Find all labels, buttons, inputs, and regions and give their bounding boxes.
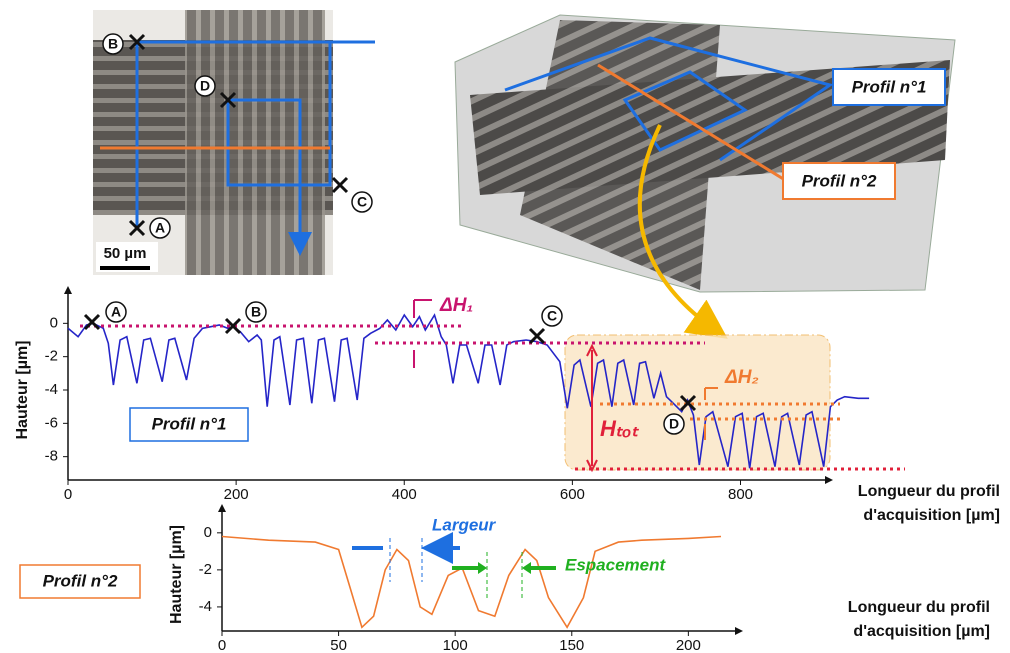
y-tick-label: -6 xyxy=(45,414,58,431)
point-cross xyxy=(528,327,546,345)
point-circle xyxy=(663,413,685,435)
render-profile2-label: Profil n°2 xyxy=(802,171,877,190)
point-cross xyxy=(224,317,242,335)
point-circle xyxy=(351,191,373,213)
render-3d: Profil n°1 Profil n°2 xyxy=(454,14,956,339)
x-tick-label: 800 xyxy=(728,486,753,503)
x-axis-title: Longueur du profil xyxy=(858,483,1000,500)
x-axis-title: d'acquisition [µm] xyxy=(863,507,1000,524)
point-letter: D xyxy=(200,78,210,94)
profile-line xyxy=(67,313,870,469)
point-cross xyxy=(128,219,146,237)
spacing-guides xyxy=(486,552,523,600)
spacing-label: Espacement xyxy=(565,555,666,574)
axis-arrow xyxy=(735,627,743,635)
scale-bar-label: 50 µm xyxy=(104,245,147,262)
x-tick-label: 200 xyxy=(224,486,249,503)
axis-arrow xyxy=(64,286,72,294)
y-tick-label: -4 xyxy=(45,381,58,398)
x-axis-title: Longueur du profil xyxy=(848,599,990,616)
x-tick-label: 150 xyxy=(559,637,584,653)
micrograph: 50 µm xyxy=(93,10,375,275)
profile-line xyxy=(221,535,722,629)
point-cross xyxy=(219,91,237,109)
point-letter: D xyxy=(669,416,679,432)
y-axis-title: Hauteur [µm] xyxy=(168,525,185,624)
y-tick-label: 0 xyxy=(204,524,212,541)
x-tick-label: 0 xyxy=(218,637,226,653)
x-tick-label: 200 xyxy=(676,637,701,653)
point-cross xyxy=(331,176,349,194)
point-letter: B xyxy=(251,304,261,320)
profile-label-box xyxy=(19,564,141,599)
htot-arrow xyxy=(586,343,598,473)
point-letter: C xyxy=(547,308,557,324)
profile-label: Profil n°2 xyxy=(43,571,118,590)
x-tick-label: 0 xyxy=(64,486,72,503)
y-tick-label: -2 xyxy=(45,348,58,365)
axis-arrow xyxy=(825,476,833,484)
dh2-marker xyxy=(704,387,718,440)
y-axis-title: Hauteur [µm] xyxy=(14,341,31,440)
highlight-box xyxy=(564,334,831,471)
render-profile1-label: Profil n°1 xyxy=(852,77,927,96)
y-tick-label: -8 xyxy=(45,448,58,465)
profile-label: Profil n°1 xyxy=(152,414,227,433)
x-tick-label: 100 xyxy=(443,637,468,653)
point-circle xyxy=(245,301,267,323)
profile-label-box xyxy=(129,407,249,442)
point-circle xyxy=(541,305,563,327)
point-circle xyxy=(149,217,171,239)
spacing-heads xyxy=(478,562,531,574)
point-cross xyxy=(128,33,146,51)
point-letter: B xyxy=(108,36,118,52)
dh1-marker xyxy=(413,299,432,368)
point-circle xyxy=(194,75,216,97)
point-letter: A xyxy=(111,304,121,320)
point-letter: C xyxy=(357,194,367,210)
delta-h1: ΔH₁ xyxy=(439,295,473,316)
width-guides xyxy=(389,538,423,582)
point-circle xyxy=(105,301,127,323)
point-letter: A xyxy=(155,220,165,236)
point-cross xyxy=(679,394,697,412)
width-label: Largeur xyxy=(432,515,497,534)
x-tick-label: 400 xyxy=(392,486,417,503)
point-circle xyxy=(102,33,124,55)
delta-h2: ΔH₂ xyxy=(724,367,759,388)
y-tick-label: -2 xyxy=(199,561,212,578)
y-tick-label: -4 xyxy=(199,598,212,615)
h-tot: Hₜₒₜ xyxy=(600,416,640,441)
axis-arrow xyxy=(218,504,226,512)
x-axis-title: d'acquisition [µm] xyxy=(853,623,990,640)
point-cross xyxy=(83,313,101,331)
x-tick-label: 600 xyxy=(560,486,585,503)
y-tick-label: 0 xyxy=(50,314,58,331)
x-tick-label: 50 xyxy=(330,637,347,653)
